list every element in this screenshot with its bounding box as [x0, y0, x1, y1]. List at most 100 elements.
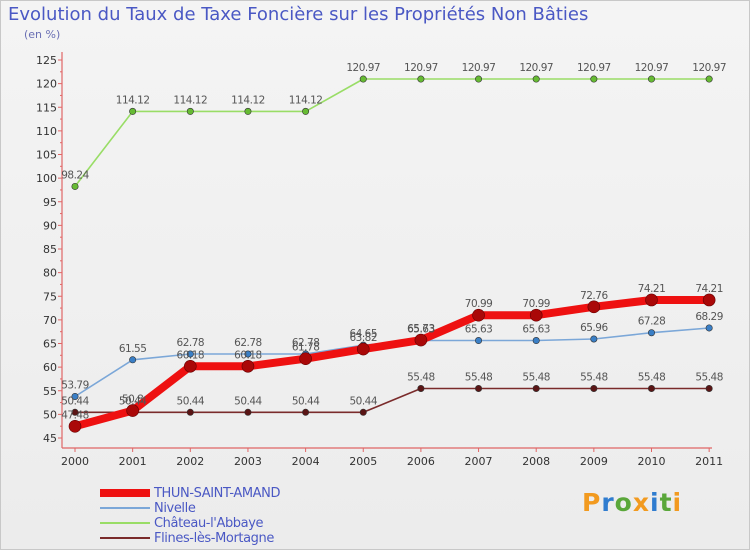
legend-swatch — [100, 522, 150, 524]
data-label: 67.28 — [638, 316, 666, 328]
data-point — [705, 324, 713, 332]
data-label: 70.99 — [465, 298, 493, 310]
x-tick-label: 2001 — [119, 455, 147, 468]
data-point — [475, 75, 483, 83]
data-point — [241, 359, 255, 373]
data-label: 68.29 — [695, 311, 723, 323]
data-label: 50.44 — [349, 395, 377, 407]
data-point — [71, 182, 79, 190]
x-tick-label: 2010 — [638, 455, 666, 468]
x-tick-label: 2008 — [522, 455, 550, 468]
y-tick-label: 120 — [36, 78, 57, 91]
data-label: 55.48 — [695, 371, 723, 383]
data-label: 120.97 — [346, 62, 380, 74]
y-tick-label: 100 — [36, 172, 57, 185]
data-label: 114.12 — [173, 94, 207, 106]
legend-label: Nivelle — [154, 501, 196, 516]
y-tick-label: 45 — [43, 432, 57, 445]
data-point — [244, 350, 252, 358]
logo-letter: P — [582, 488, 602, 517]
data-point — [414, 333, 428, 347]
y-tick-label: 55 — [43, 385, 57, 398]
data-point — [532, 337, 540, 345]
data-label: 62.78 — [234, 337, 262, 349]
data-label: 98.24 — [61, 169, 89, 181]
data-point — [302, 107, 310, 115]
legend-label: Château-l'Abbaye — [154, 516, 264, 531]
data-point — [359, 75, 367, 83]
y-tick-label: 50 — [43, 408, 57, 421]
y-tick-label: 110 — [36, 125, 57, 138]
data-label: 55.48 — [638, 371, 666, 383]
data-point — [587, 300, 601, 314]
data-label: 114.12 — [116, 94, 150, 106]
data-label: 120.97 — [577, 62, 611, 74]
data-point — [532, 75, 540, 83]
y-tick-label: 60 — [43, 361, 57, 374]
legend-swatch — [100, 489, 150, 497]
x-tick-label: 2005 — [349, 455, 377, 468]
data-point — [705, 75, 713, 83]
data-label: 114.12 — [231, 94, 265, 106]
x-tick-label: 2000 — [61, 455, 89, 468]
data-point — [129, 107, 137, 115]
data-label: 55.48 — [407, 371, 435, 383]
y-tick-label: 80 — [43, 267, 57, 280]
data-point — [705, 384, 713, 392]
data-point — [186, 107, 194, 115]
data-label: 50.8 — [122, 394, 143, 406]
logo-letter: o — [614, 488, 633, 517]
data-label: 55.48 — [465, 371, 493, 383]
data-point — [702, 293, 716, 307]
x-tick-label: 2002 — [176, 455, 204, 468]
series-line — [71, 296, 714, 431]
x-tick-label: 2003 — [234, 455, 262, 468]
x-tick-label: 2007 — [465, 455, 493, 468]
data-label: 120.97 — [519, 62, 553, 74]
data-label: 62.78 — [292, 337, 320, 349]
data-label: 120.97 — [692, 62, 726, 74]
data-label: 60.18 — [234, 349, 262, 361]
legend-label: Flines-lès-Mortagne — [154, 531, 274, 546]
logo-letter: i — [672, 488, 683, 517]
data-point — [647, 329, 655, 337]
data-label: 64.65 — [349, 328, 377, 340]
data-point — [186, 408, 194, 416]
data-point — [417, 384, 425, 392]
y-tick-label: 95 — [43, 196, 57, 209]
data-point — [244, 408, 252, 416]
data-label: 50.44 — [292, 395, 320, 407]
data-label: 63.82 — [349, 332, 377, 344]
data-point — [590, 384, 598, 392]
data-point — [590, 75, 598, 83]
x-tick-label: 2009 — [580, 455, 608, 468]
data-point — [475, 384, 483, 392]
data-point — [645, 293, 658, 307]
data-point — [299, 352, 312, 366]
data-label: 65.63 — [407, 324, 435, 336]
data-point — [475, 337, 483, 345]
data-point — [532, 384, 540, 392]
series-line — [74, 387, 710, 414]
y-tick-label: 125 — [36, 54, 57, 67]
data-label: 72.76 — [580, 290, 608, 302]
data-label: 70.99 — [522, 298, 550, 310]
data-point — [356, 342, 370, 356]
data-label: 74.21 — [695, 283, 723, 295]
data-point — [68, 419, 82, 433]
data-label: 60.18 — [177, 349, 205, 361]
y-tick-label: 85 — [43, 243, 57, 256]
logo-letter: i — [650, 488, 660, 517]
data-label: 65.63 — [465, 324, 493, 336]
data-point — [417, 75, 425, 83]
data-label: 65.63 — [522, 324, 550, 336]
data-label: 47.48 — [61, 409, 89, 421]
data-label: 120.97 — [404, 62, 438, 74]
data-point — [359, 408, 367, 416]
data-label: 120.97 — [635, 62, 669, 74]
data-label: 50.44 — [119, 395, 147, 407]
logo-letter: x — [632, 488, 650, 517]
data-point — [302, 408, 310, 416]
data-label: 50.44 — [234, 395, 262, 407]
y-tick-label: 105 — [36, 149, 57, 162]
